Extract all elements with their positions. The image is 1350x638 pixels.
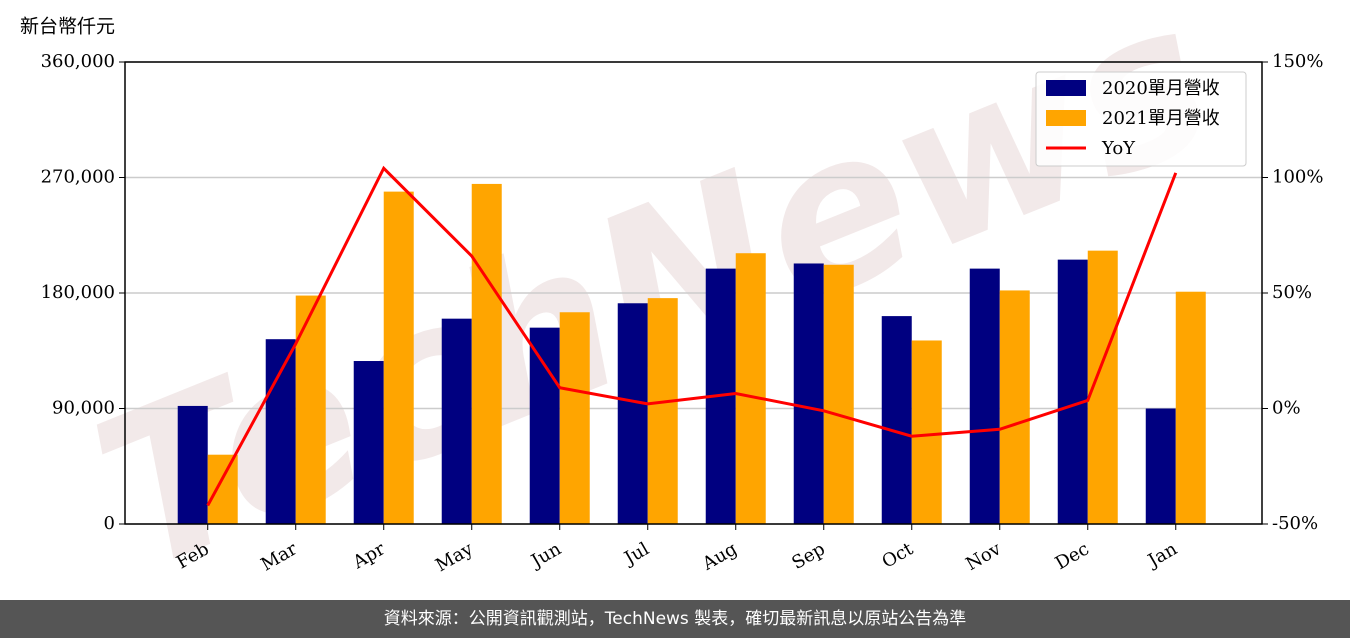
yoy-line: [206, 165, 1178, 507]
y-tick-label: 90,000: [52, 398, 115, 419]
x-tick-label: Dec: [1052, 538, 1093, 574]
y2-tick-label: 50%: [1272, 282, 1312, 303]
bar: [265, 339, 296, 524]
bar: [911, 340, 942, 524]
bar: [529, 327, 560, 524]
bar: [559, 312, 590, 524]
legend-label: 2020單月營收: [1102, 78, 1220, 99]
y-tick-label: 360,000: [41, 51, 115, 72]
bar: [999, 290, 1030, 524]
bar: [383, 191, 414, 524]
x-tick-label: Oct: [878, 538, 917, 573]
bar: [353, 361, 384, 524]
y-axis-label: 新台幣仟元: [20, 16, 115, 38]
bar: [969, 268, 1000, 524]
bar: [823, 264, 854, 524]
x-tick-label: Aug: [698, 538, 741, 575]
legend-swatch: [1046, 110, 1086, 126]
footer: 資料來源：公開資訊觀測站，TechNews 製表，確切最新訊息以原站公告為準: [0, 600, 1350, 638]
bar: [177, 405, 208, 524]
y2-tick-label: 100%: [1272, 167, 1323, 188]
y2-tick-label: 150%: [1272, 51, 1323, 72]
x-tick-label: Nov: [962, 538, 1005, 575]
bar: [207, 454, 238, 524]
legend-swatch: [1046, 80, 1086, 96]
bar: [1145, 408, 1176, 524]
bar: [617, 303, 648, 524]
x-tick-label: Jul: [619, 538, 653, 570]
bar: [735, 253, 766, 524]
bar: [793, 263, 824, 524]
legend-label: 2021單月營收: [1102, 108, 1220, 129]
plot-frame: [124, 61, 1263, 525]
chart: TechNews 新台幣仟元 090,000180,000270,000360,…: [20, 0, 1323, 600]
y2-tick-label: -50%: [1272, 513, 1318, 534]
x-tick-label: May: [432, 538, 477, 576]
bar: [647, 298, 678, 524]
x-tick-label: Sep: [788, 538, 828, 573]
bar: [1057, 259, 1088, 524]
y-tick-label: 270,000: [41, 167, 115, 188]
y-tick-label: 180,000: [41, 282, 115, 303]
bar: [881, 316, 912, 524]
bar: [295, 295, 326, 524]
legend-box: [1035, 71, 1247, 167]
x-tick-label: Jan: [1143, 538, 1181, 572]
bar: [471, 183, 502, 524]
y-tick-label: 0: [104, 513, 115, 534]
bar: [441, 318, 472, 524]
legend-label: YoY: [1101, 138, 1136, 159]
x-tick-label: Apr: [349, 538, 389, 573]
y2-tick-label: 0%: [1272, 398, 1301, 419]
bar: [1175, 291, 1206, 524]
x-tick-label: Jun: [526, 538, 565, 573]
